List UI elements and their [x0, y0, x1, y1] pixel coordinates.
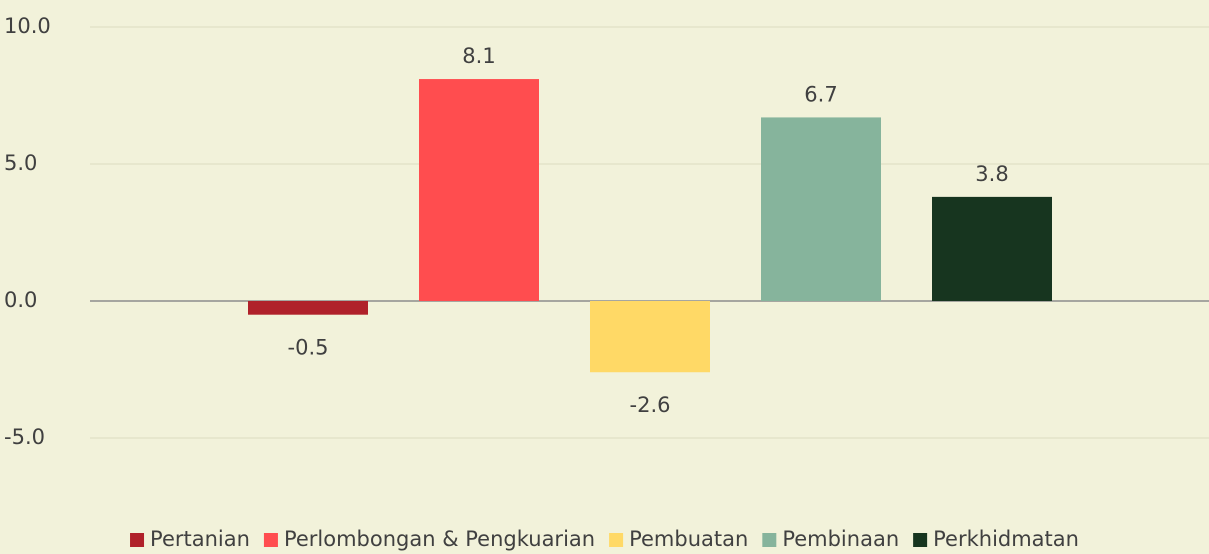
- y-tick-label: 5.0: [4, 151, 37, 175]
- data-label: -0.5: [288, 336, 329, 360]
- bar: [419, 79, 539, 301]
- legend-label: Perlombongan & Pengkuarian: [284, 527, 595, 551]
- bar: [761, 117, 881, 301]
- legend-label: Pertanian: [150, 527, 250, 551]
- data-label: 6.7: [804, 82, 837, 106]
- data-label: 8.1: [462, 44, 495, 68]
- y-tick-label: 10.0: [4, 14, 51, 38]
- bar: [248, 301, 368, 315]
- bar: [932, 196, 1052, 301]
- legend-label: Pembinaan: [782, 527, 899, 551]
- legend-label: Perkhidmatan: [933, 527, 1079, 551]
- legend-label: Pembuatan: [629, 527, 748, 551]
- data-label: -2.6: [630, 393, 671, 417]
- y-tick-label: -5.0: [4, 425, 45, 449]
- legend-swatch: [130, 533, 145, 547]
- legend-swatch: [762, 533, 777, 547]
- legend-swatch: [609, 533, 624, 547]
- data-label: 3.8: [975, 162, 1008, 186]
- y-tick-label: 0.0: [4, 288, 37, 312]
- legend-swatch: [913, 533, 928, 547]
- bar: [590, 301, 710, 373]
- legend-swatch: [263, 533, 278, 547]
